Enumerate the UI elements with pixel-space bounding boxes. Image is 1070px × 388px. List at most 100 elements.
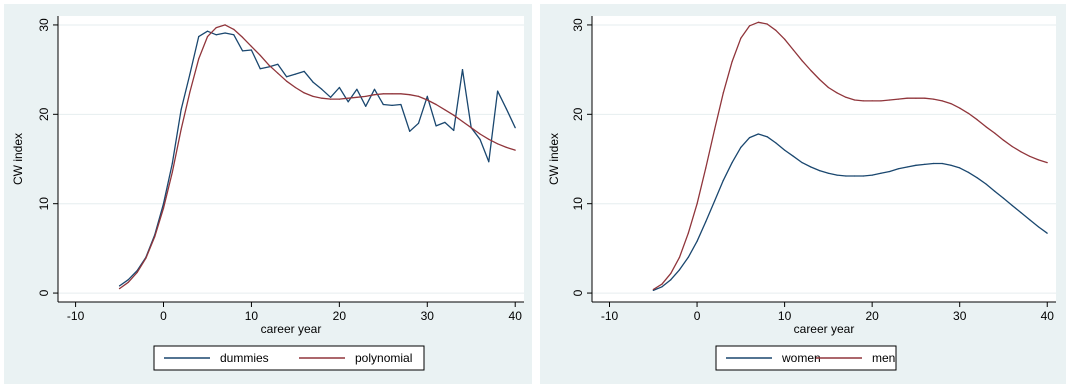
data-point-polynomial (417, 95, 420, 97)
data-point-women (959, 167, 961, 169)
x-tick-label: 40 (509, 309, 523, 323)
data-point-men (880, 100, 882, 102)
y-tick-label: 30 (37, 18, 51, 32)
data-point-men (792, 49, 794, 51)
data-point-women (784, 149, 786, 151)
data-point-polynomial (426, 99, 428, 101)
data-point-men (740, 37, 742, 39)
data-point-women (941, 162, 943, 165)
data-point-polynomial (409, 94, 411, 96)
data-point-dummies (127, 279, 129, 281)
data-point-women (994, 190, 996, 192)
data-point-men (1046, 162, 1048, 164)
chart-panel-left: 0 10 20 30 -10 0 10 20 30 40 career year CW index du… (4, 4, 532, 384)
x-tick-label: 20 (865, 309, 879, 323)
data-point-men (696, 203, 698, 205)
data-point-dummies (461, 69, 464, 71)
data-point-polynomial (277, 72, 279, 74)
data-point-men (950, 103, 952, 105)
data-point-women (924, 163, 926, 165)
x-tick-label: 0 (160, 309, 167, 323)
data-point-women (985, 183, 987, 185)
legend-label-men: men (872, 351, 895, 365)
data-point-dummies (497, 90, 499, 92)
data-point-polynomial (127, 281, 129, 283)
data-point-men (959, 107, 961, 109)
data-point-polynomial (294, 86, 296, 89)
data-point-men (810, 69, 812, 72)
data-point-dummies (330, 96, 332, 98)
data-point-polynomial (461, 120, 464, 123)
data-point-polynomial (347, 97, 349, 99)
data-point-dummies (488, 161, 490, 163)
data-point-women (810, 166, 812, 168)
data-point-dummies (171, 162, 173, 165)
data-point-women (652, 289, 654, 291)
data-point-dummies (162, 203, 165, 205)
data-point-dummies (400, 103, 402, 106)
x-tick-label: -10 (67, 309, 85, 323)
data-point-women (722, 179, 724, 181)
data-point-men (757, 21, 759, 23)
data-point-polynomial (215, 27, 217, 29)
data-point-women (757, 133, 759, 135)
y-tick-label: 20 (37, 107, 51, 121)
data-point-polynomial (488, 138, 490, 140)
data-point-women (889, 170, 891, 173)
data-point-men (652, 288, 654, 291)
data-point-dummies (365, 105, 367, 107)
data-point-dummies (118, 285, 121, 287)
data-point-men (784, 38, 786, 40)
legend-label-polynomial: polynomial (355, 351, 412, 365)
data-point-men (661, 283, 663, 285)
data-point-polynomial (453, 114, 455, 116)
data-point-women (1011, 204, 1013, 207)
data-point-men (775, 29, 777, 31)
data-point-dummies (286, 76, 288, 78)
data-point-women (845, 175, 847, 177)
data-point-dummies (391, 104, 393, 106)
data-point-polynomial (514, 149, 516, 151)
y-tick-label: 30 (571, 18, 585, 32)
data-point-men (714, 128, 716, 131)
data-point-women (687, 256, 689, 258)
data-point-polynomial (479, 133, 481, 135)
y-tick-label: 10 (571, 197, 585, 211)
data-point-women (836, 174, 838, 176)
data-point-polynomial (391, 93, 393, 95)
data-point-polynomial (162, 207, 165, 209)
data-point-men (705, 167, 707, 169)
data-point-dummies (294, 73, 296, 75)
data-point-women (950, 164, 952, 166)
data-point-dummies (250, 49, 252, 51)
data-point-women (827, 172, 829, 174)
y-axis-label: CW index (11, 133, 25, 185)
data-point-men (932, 98, 934, 100)
data-point-dummies (382, 103, 384, 106)
data-point-women (915, 164, 917, 166)
data-point-dummies (321, 88, 323, 90)
legend-label-women: women (781, 351, 821, 365)
x-tick-label: 10 (245, 309, 259, 323)
data-point-polynomial (224, 24, 226, 26)
data-point-dummies (224, 32, 226, 34)
y-tick-label: 0 (571, 289, 585, 296)
series-line-women (653, 133, 1048, 292)
data-point-women (932, 162, 934, 165)
x-axis-label: career year (261, 322, 322, 336)
y-tick-label: 0 (37, 289, 51, 296)
data-point-men (862, 100, 864, 102)
data-point-polynomial (206, 36, 209, 38)
data-point-dummies (215, 34, 217, 36)
data-point-dummies (505, 108, 507, 110)
data-point-men (1020, 151, 1022, 153)
data-point-women (801, 162, 803, 164)
data-point-women (792, 155, 794, 157)
data-point-men (766, 23, 768, 25)
data-point-men (749, 25, 751, 27)
data-point-polynomial (189, 91, 191, 93)
data-point-men (854, 99, 856, 101)
data-point-polynomial (233, 28, 235, 30)
data-point-men (994, 132, 996, 134)
